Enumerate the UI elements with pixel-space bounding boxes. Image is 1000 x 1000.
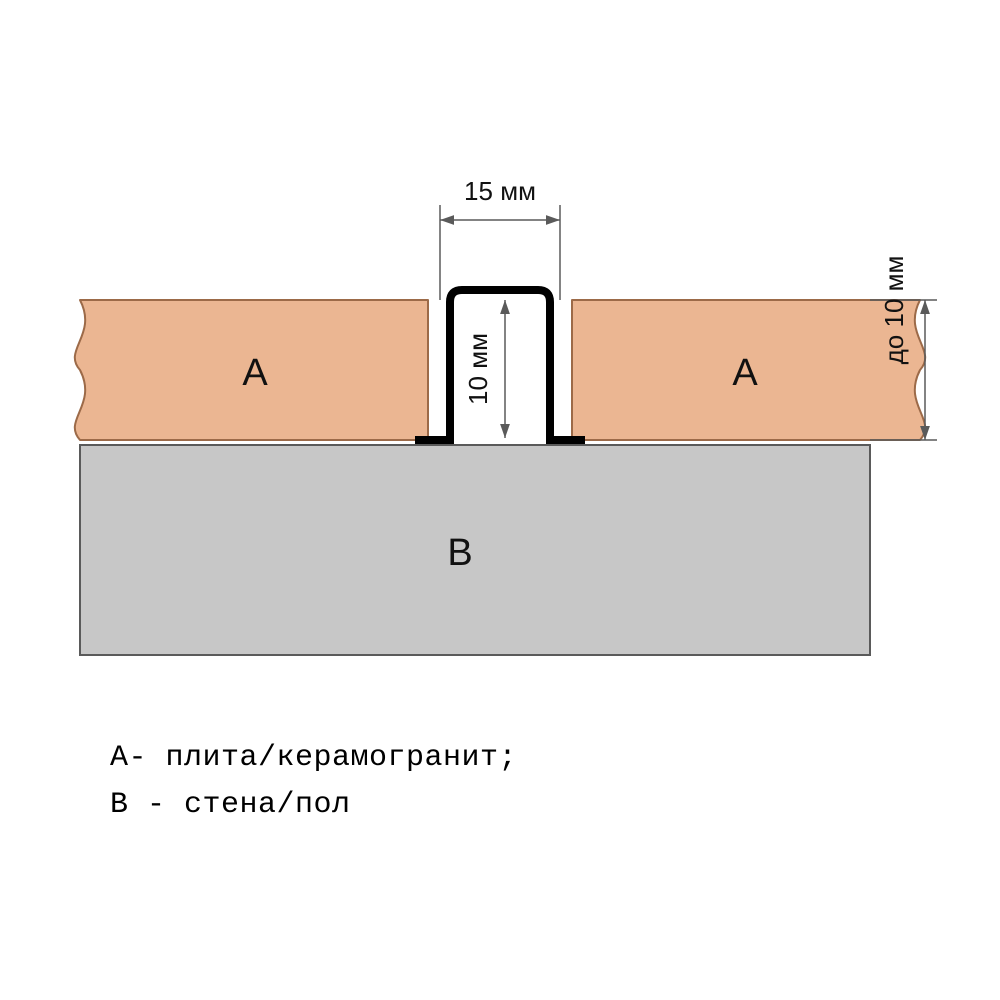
legend: A- плита/керамогранит; B - стена/пол [110,735,517,828]
section-label-a_right: A [732,352,758,394]
section-label-b: B [447,532,472,574]
legend-line-a: A- плита/керамогранит; [110,735,517,782]
channel-profile [415,290,585,440]
dim-inner-height-label: 10 мм [463,333,493,405]
wall-section [80,445,870,655]
dim-width-label: 15 мм [464,176,536,206]
section-label-a_left: A [242,352,268,394]
dim-outer-height-label: до 10 мм [879,256,909,365]
legend-line-b: B - стена/пол [110,782,517,829]
